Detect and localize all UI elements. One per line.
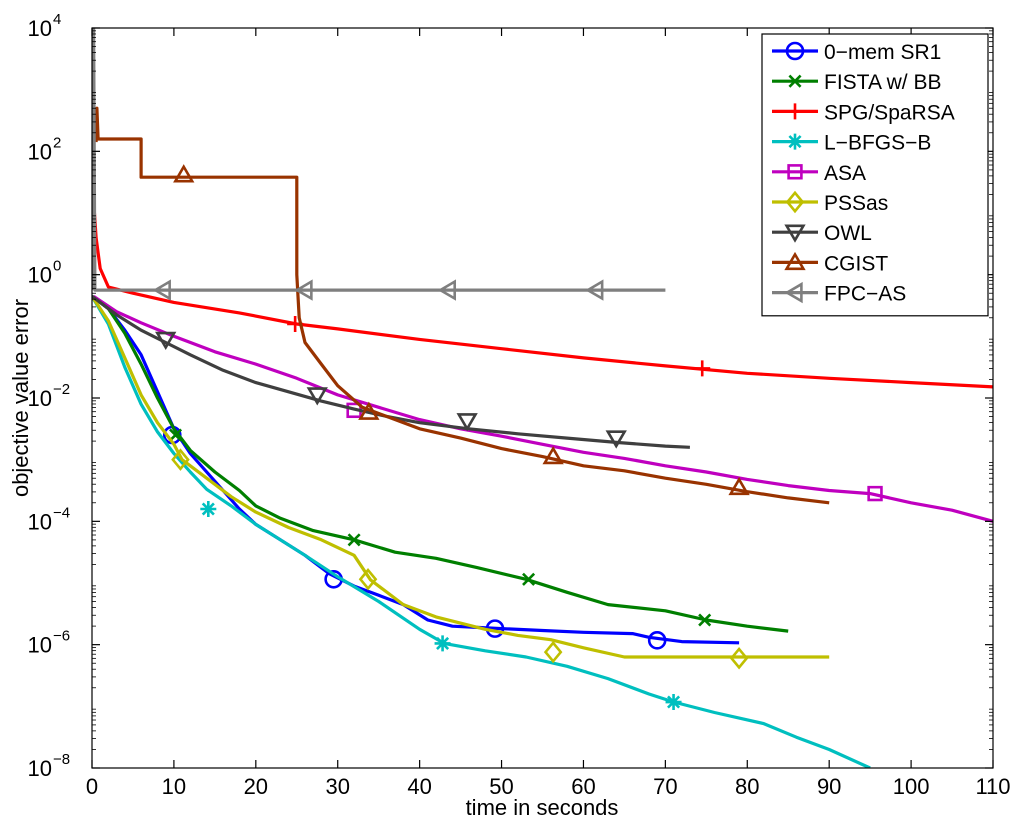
series-line bbox=[92, 295, 789, 633]
legend-label: ASA bbox=[824, 162, 866, 185]
legend-label: SPG/SpaRSA bbox=[824, 101, 955, 124]
series-line bbox=[92, 295, 830, 659]
y-tick-label: 10 bbox=[28, 756, 52, 781]
series-line bbox=[92, 200, 993, 389]
x-tick-label: 110 bbox=[975, 774, 1010, 799]
legend-entry: OWL bbox=[772, 222, 872, 245]
x-tick-label: 40 bbox=[407, 774, 431, 799]
legend-entry: PSSas bbox=[772, 190, 888, 215]
data-point-marker bbox=[867, 485, 883, 502]
y-tick-exponent: −2 bbox=[53, 381, 70, 398]
legend-label: CGIST bbox=[824, 252, 888, 275]
data-point-marker bbox=[437, 279, 457, 301]
data-point-marker bbox=[173, 164, 195, 183]
x-tick-label: 0 bbox=[86, 774, 98, 799]
legend: 0−mem SR1 FISTA w/ BB SPG/SpaRSA L−BFGS−B AS… bbox=[761, 33, 989, 317]
series-6 bbox=[92, 295, 830, 670]
legend-marker bbox=[784, 224, 806, 243]
series-5 bbox=[92, 294, 993, 523]
series-9 bbox=[92, 28, 666, 301]
legend-marker bbox=[788, 74, 802, 88]
legend-label: OWL bbox=[824, 222, 872, 245]
y-tick-label: 10 bbox=[28, 386, 52, 411]
x-tick-label: 90 bbox=[817, 774, 841, 799]
y-tick-label: 10 bbox=[28, 16, 52, 41]
legend-entry: ASA bbox=[772, 162, 866, 185]
data-point-marker bbox=[456, 413, 478, 432]
data-point-marker bbox=[698, 613, 712, 627]
data-point-marker bbox=[358, 401, 380, 420]
legend-entry: FISTA w/ BB bbox=[772, 71, 941, 94]
legend-marker bbox=[785, 190, 805, 214]
y-tick-exponent: −6 bbox=[53, 628, 70, 645]
x-tick-label: 60 bbox=[571, 774, 595, 799]
data-point-marker bbox=[522, 572, 536, 586]
data-point-marker bbox=[605, 430, 627, 449]
y-tick-exponent: 0 bbox=[53, 258, 61, 275]
data-point-marker bbox=[728, 476, 750, 496]
x-tick-label: 80 bbox=[735, 774, 759, 799]
series-4 bbox=[92, 295, 871, 768]
series-line bbox=[92, 295, 871, 768]
data-point-marker bbox=[542, 446, 564, 465]
y-tick-exponent: 4 bbox=[53, 11, 61, 28]
series-line bbox=[94, 106, 830, 505]
data-point-marker bbox=[171, 448, 190, 471]
legend-label: PSSas bbox=[824, 192, 888, 215]
legend-marker bbox=[787, 103, 803, 120]
data-point-marker bbox=[169, 428, 183, 442]
data-point-marker bbox=[294, 279, 313, 301]
data-point-marker bbox=[152, 279, 171, 301]
legend-label: 0−mem SR1 bbox=[824, 41, 941, 64]
legend-label: FISTA w/ BB bbox=[824, 71, 941, 94]
legend-entry: 0−mem SR1 bbox=[772, 41, 941, 64]
y-tick-exponent: −4 bbox=[53, 504, 70, 521]
x-axis-label: time in seconds bbox=[466, 795, 619, 820]
x-tick-label: 50 bbox=[489, 774, 513, 799]
y-tick-exponent: −8 bbox=[53, 751, 70, 768]
data-point-marker bbox=[434, 635, 451, 652]
x-tick-label: 100 bbox=[893, 774, 930, 799]
data-point-marker bbox=[155, 331, 177, 350]
legend-entry: L−BFGS−B bbox=[772, 132, 931, 155]
y-tick-label: 10 bbox=[28, 509, 52, 534]
x-tick-label: 10 bbox=[162, 774, 186, 799]
data-point-marker bbox=[306, 387, 328, 406]
series-7 bbox=[92, 295, 690, 449]
y-tick-label: 10 bbox=[28, 263, 52, 288]
legend-label: FPC−AS bbox=[824, 283, 906, 306]
data-point-marker bbox=[347, 533, 361, 547]
data-point-marker bbox=[543, 640, 563, 664]
data-point-marker bbox=[200, 501, 217, 517]
data-point-marker bbox=[729, 646, 749, 670]
x-tick-label: 70 bbox=[653, 774, 677, 799]
y-tick-label: 10 bbox=[28, 139, 52, 164]
legend-entry: SPG/SpaRSA bbox=[772, 101, 955, 124]
legend-entry: CGIST bbox=[772, 251, 888, 275]
series-2 bbox=[92, 295, 789, 633]
series-line bbox=[92, 28, 666, 292]
series-line bbox=[92, 294, 993, 523]
x-tick-label: 30 bbox=[325, 774, 349, 799]
data-point-marker bbox=[585, 279, 604, 301]
x-tick-label: 20 bbox=[244, 774, 268, 799]
data-point-marker bbox=[694, 360, 711, 377]
legend-entry: FPC−AS bbox=[772, 281, 906, 306]
legend-marker bbox=[787, 133, 803, 150]
y-axis-label: objective value error bbox=[8, 299, 33, 497]
y-tick-exponent: 2 bbox=[53, 134, 61, 151]
legend-marker bbox=[784, 281, 803, 304]
series-8 bbox=[94, 106, 830, 505]
legend-marker bbox=[784, 251, 806, 271]
data-point-marker bbox=[358, 568, 378, 591]
y-tick-label: 10 bbox=[28, 633, 52, 658]
legend-marker bbox=[785, 41, 805, 61]
legend-label: L−BFGS−B bbox=[824, 132, 931, 155]
data-point-marker bbox=[647, 631, 667, 650]
data-point-marker bbox=[665, 694, 682, 711]
legend-marker bbox=[787, 164, 803, 180]
